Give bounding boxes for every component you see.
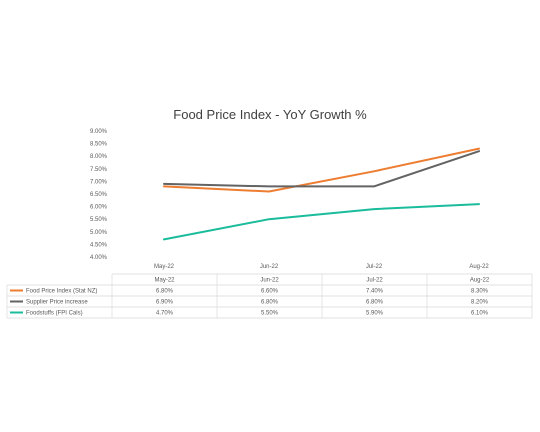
table-header-cell: Aug-22: [470, 278, 490, 284]
y-tick-label: 6.00%: [90, 205, 108, 211]
chart-title: Food Price Index - YoY Growth %: [173, 107, 367, 122]
series-line-2: [163, 150, 480, 188]
x-tick-label: Jun-22: [260, 264, 279, 270]
table-cell: 8.20%: [471, 300, 489, 306]
table-cell: 7.40%: [366, 289, 384, 295]
x-tick-label: Aug-22: [469, 264, 489, 270]
series-line-3: [163, 203, 480, 241]
y-tick-label: 8.00%: [90, 154, 108, 160]
x-tick-label: May-22: [154, 264, 175, 270]
x-axis: May-22 Jun-22 Jul-22 Aug-22: [154, 264, 489, 270]
y-tick-label: 5.00%: [90, 230, 108, 236]
y-tick-label: 4.00%: [90, 255, 108, 261]
y-tick-label: 8.50%: [90, 142, 108, 148]
table-cell: 6.60%: [261, 289, 279, 295]
table-cell: 4.70%: [156, 311, 174, 317]
table-cell: 5.90%: [366, 311, 384, 317]
y-tick-label: 6.50%: [90, 192, 108, 198]
table-cell: 6.80%: [366, 300, 384, 306]
y-tick-label: 7.50%: [90, 167, 108, 173]
y-tick-label: 4.50%: [90, 242, 108, 248]
table-cell: 8.30%: [471, 289, 489, 295]
legend-label: Supplier Price increase: [26, 300, 88, 306]
series-line-1: [163, 147, 480, 193]
y-axis: 9.00% 8.50% 8.00% 7.50% 7.00% 6.50% 6.00% 5.50%…: [90, 129, 108, 261]
y-tick-label: 7.00%: [90, 179, 108, 185]
table-cell: 6.90%: [156, 300, 174, 306]
legend-label: Foodstuffs (FPI Cals): [26, 311, 83, 317]
table-cell: 6.10%: [471, 311, 489, 317]
table-header-cell: Jun-22: [260, 278, 279, 284]
table-cell: 6.80%: [156, 289, 174, 295]
y-tick-label: 5.50%: [90, 217, 108, 223]
table-header-cell: Jul-22: [366, 278, 383, 284]
plot-area: [163, 147, 480, 241]
table-cell: 5.50%: [261, 311, 279, 317]
legend-label: Food Price Index (Stat NZ): [26, 289, 97, 295]
y-tick-label: 9.00%: [90, 129, 108, 135]
data-table: May-22 Jun-22 Jul-22 Aug-22 Food Price Index…: [6, 273, 533, 319]
table-header-cell: May-22: [154, 278, 175, 284]
table-cell: 6.80%: [261, 300, 279, 306]
x-tick-label: Jul-22: [366, 264, 383, 270]
